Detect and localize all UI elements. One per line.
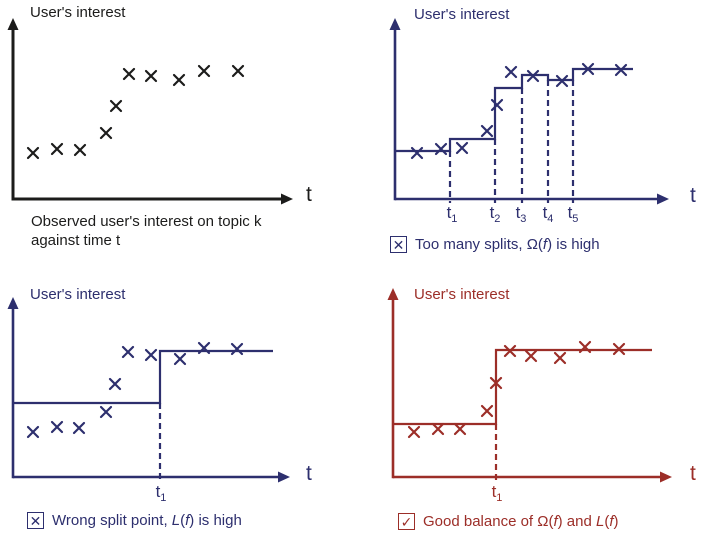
- x-axis-label: t: [690, 184, 696, 207]
- x-axis-label: t: [690, 462, 696, 485]
- plot-canvas-good-balance: [387, 288, 672, 483]
- data-point-x: [121, 345, 135, 359]
- tick-label-t2: t2: [489, 203, 501, 225]
- caption-text: Too many splits, Ω(f) is high: [415, 236, 600, 253]
- panel-caption: Observed user's interest on topic k again…: [31, 212, 261, 250]
- step-function-line: [13, 349, 273, 405]
- data-point-x: [526, 69, 540, 83]
- y-axis-label: User's interest: [30, 4, 126, 21]
- panel-caption: ✓ Good balance of Ω(f) and L(f): [398, 512, 619, 531]
- step-function-line: [395, 67, 633, 153]
- x-box-icon: ✕: [27, 512, 44, 529]
- data-point-x: [489, 376, 503, 390]
- panel-caption: ✕ Too many splits, Ω(f) is high: [390, 235, 600, 254]
- data-point-x: [173, 352, 187, 366]
- data-point-x: [612, 342, 626, 356]
- data-point-x: [410, 146, 424, 160]
- plot-canvas-wrong-split: [7, 297, 290, 483]
- data-point-x: [553, 351, 567, 365]
- data-point-x: [99, 126, 113, 140]
- y-axis-label: User's interest: [30, 286, 126, 303]
- data-point-x: [614, 63, 628, 77]
- data-point-x: [504, 65, 518, 79]
- x-axis-arrow-icon: [660, 471, 672, 483]
- x-axis-label: t: [306, 462, 312, 485]
- y-axis-label: User's interest: [414, 286, 510, 303]
- data-point-x: [434, 142, 448, 156]
- check-box-icon: ✓: [398, 513, 415, 530]
- y-axis-arrow-icon: [7, 18, 19, 30]
- data-point-x: [197, 64, 211, 78]
- y-axis-arrow-icon: [7, 297, 19, 309]
- data-point-x: [26, 146, 40, 160]
- y-axis-arrow-icon: [387, 288, 399, 300]
- data-point-x: [26, 425, 40, 439]
- tick-label-t5: t5: [567, 203, 579, 225]
- tick-label-t1: t1: [491, 482, 503, 504]
- panel-good-balance: User's interest t t1 ✓ Good balance of Ω(…: [352, 260, 703, 534]
- axis-tick-labels: t1 t2 t3 t4 t5: [352, 0, 703, 260]
- data-point-x: [50, 142, 64, 156]
- data-point-x: [108, 377, 122, 391]
- panel-observed-data: User's interest t Observed user's intere…: [0, 0, 352, 260]
- data-point-x: [480, 124, 494, 138]
- x-axis-arrow-icon: [281, 193, 293, 205]
- data-point-x: [172, 73, 186, 87]
- x-axis-arrow-icon: [657, 193, 669, 205]
- data-point-x: [197, 341, 211, 355]
- caption-text: Wrong split point, L(f) is high: [52, 512, 242, 529]
- data-point-x: [109, 99, 123, 113]
- caption-text: Good balance of Ω(f) and L(f): [423, 513, 619, 530]
- x-box-icon: ✕: [390, 236, 407, 253]
- data-point-x: [407, 425, 421, 439]
- data-point-x: [578, 340, 592, 354]
- data-point-x: [480, 404, 494, 418]
- data-point-x: [144, 69, 158, 83]
- data-point-x: [231, 64, 245, 78]
- x-axis-arrow-icon: [278, 471, 290, 483]
- data-point-x: [73, 143, 87, 157]
- plot-canvas-observed: [7, 18, 293, 205]
- data-point-x: [230, 342, 244, 356]
- data-point-x: [555, 74, 569, 88]
- axis-tick-labels: t1: [0, 260, 352, 534]
- data-point-x: [50, 420, 64, 434]
- tick-label-t4: t4: [542, 203, 554, 225]
- panel-too-many-splits: User's interest t t1 t2 t3 t4 t5 ✕ Too many s…: [352, 0, 703, 260]
- x-axis-label: t: [306, 183, 312, 206]
- data-point-x: [99, 405, 113, 419]
- step-function-line: [393, 348, 652, 426]
- data-point-x: [455, 141, 469, 155]
- data-point-x: [581, 62, 595, 76]
- axis-tick-labels: t1: [352, 260, 703, 534]
- data-point-x: [144, 348, 158, 362]
- y-axis-arrow-icon: [389, 18, 401, 30]
- panel-wrong-split-point: User's interest t t1 ✕ Wrong split point,…: [0, 260, 352, 534]
- tick-label-t1: t1: [446, 203, 458, 225]
- data-point-x: [122, 67, 136, 81]
- data-point-x: [524, 349, 538, 363]
- data-point-x: [453, 422, 467, 436]
- y-axis-label: User's interest: [414, 6, 510, 23]
- data-point-x: [490, 98, 504, 112]
- tick-label-t1: t1: [155, 482, 167, 504]
- data-point-x: [503, 344, 517, 358]
- data-point-x: [72, 421, 86, 435]
- data-point-x: [431, 422, 445, 436]
- caption-text: Observed user's interest on topic k again…: [31, 213, 262, 249]
- tick-label-t3: t3: [515, 203, 527, 225]
- panel-caption: ✕ Wrong split point, L(f) is high: [27, 511, 242, 530]
- plot-canvas-too-many-splits: [389, 18, 669, 205]
